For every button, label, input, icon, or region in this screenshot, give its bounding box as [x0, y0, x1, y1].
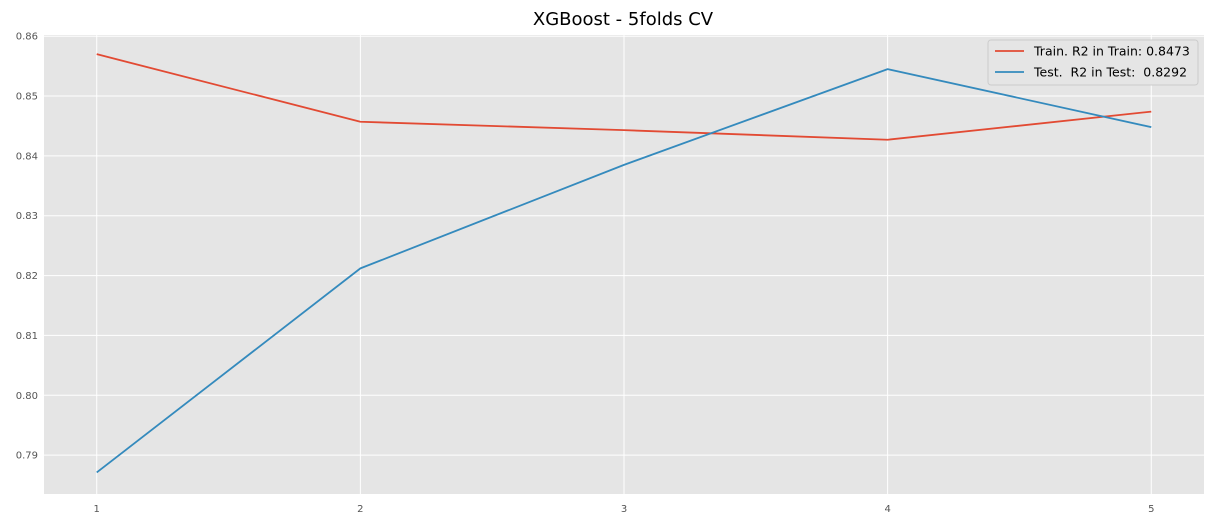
legend-box: [987, 39, 1199, 86]
x-axis-ticks: 1 2 3 4 5: [94, 504, 1155, 515]
x-tick-label: 2: [357, 504, 363, 515]
legend-label: Test. R2 in Test: 0.8292: [1033, 65, 1187, 80]
y-tick-label: 0.85: [16, 92, 38, 103]
y-tick-label: 0.83: [16, 211, 38, 222]
legend: Train. R2 in Train: 0.8473 Test. R2 in Te…: [987, 39, 1199, 86]
legend-label: Train. R2 in Train: 0.8473: [1033, 44, 1190, 59]
y-tick-label: 0.80: [16, 391, 38, 402]
x-tick-label: 1: [94, 504, 100, 515]
y-tick-label: 0.81: [16, 331, 38, 342]
y-tick-label: 0.82: [16, 271, 38, 282]
y-tick-label: 0.84: [16, 151, 38, 162]
series-line-train: [96, 53, 1152, 141]
x-tick-label: 4: [884, 504, 890, 515]
series-line-test: [96, 68, 1152, 474]
y-axis-ticks: 0.79 0.80 0.81 0.82 0.83 0.84 0.85 0.86: [16, 32, 38, 462]
x-tick-label: 3: [621, 504, 627, 515]
y-tick-label: 0.79: [16, 451, 38, 462]
series-lines: [96, 53, 1152, 474]
y-tick-label: 0.86: [16, 32, 38, 43]
x-tick-label: 5: [1148, 504, 1154, 515]
chart-title: XGBoost - 5folds CV: [533, 9, 714, 30]
